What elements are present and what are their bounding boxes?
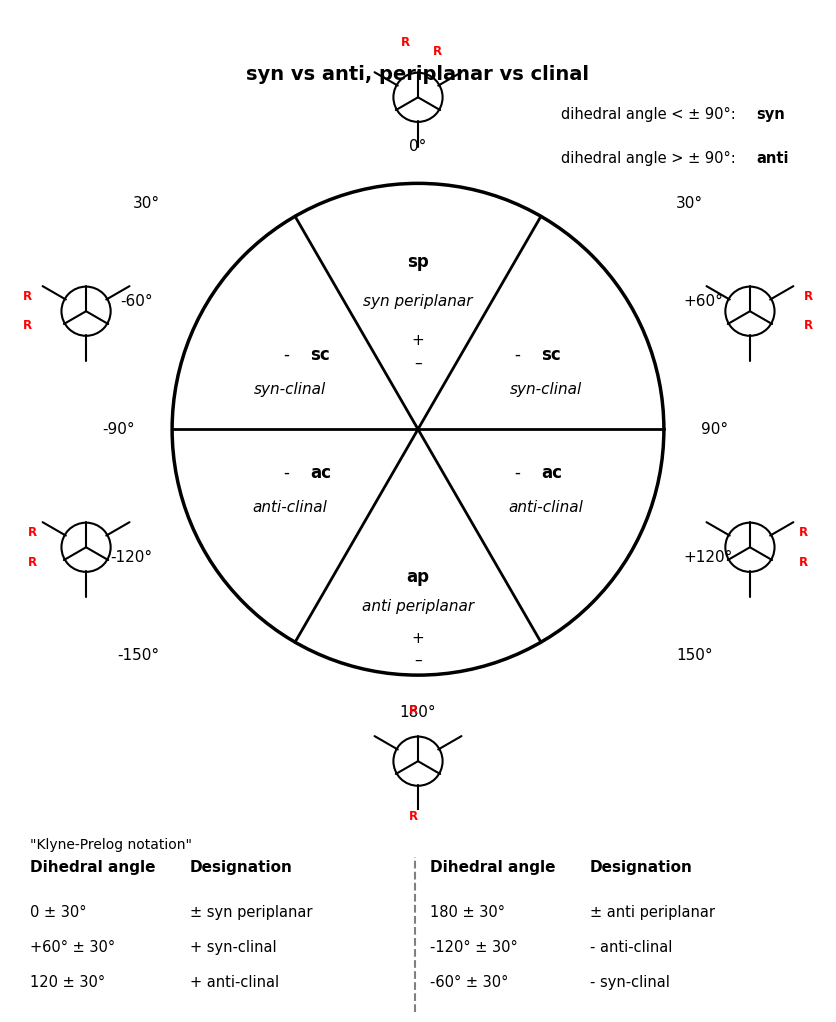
Text: syn-clinal: syn-clinal xyxy=(254,382,326,398)
Text: sc: sc xyxy=(310,346,329,365)
Text: R: R xyxy=(799,556,808,568)
Text: R: R xyxy=(28,556,37,568)
Text: 30°: 30° xyxy=(676,195,703,211)
Text: dihedral angle < ± 90°:: dihedral angle < ± 90°: xyxy=(561,107,740,122)
Text: 0°: 0° xyxy=(410,139,426,154)
Text: anti periplanar: anti periplanar xyxy=(362,599,474,614)
Text: 180 ± 30°: 180 ± 30° xyxy=(430,904,505,920)
Text: -150°: -150° xyxy=(118,648,160,663)
Text: R: R xyxy=(409,810,418,824)
Text: anti: anti xyxy=(756,151,788,167)
Text: anti-clinal: anti-clinal xyxy=(508,501,584,515)
Text: "Klyne-Prelog notation": "Klyne-Prelog notation" xyxy=(30,838,192,851)
Text: -: - xyxy=(515,464,526,482)
Text: –: – xyxy=(414,356,422,370)
Text: ± anti periplanar: ± anti periplanar xyxy=(590,904,715,920)
Text: + syn-clinal: + syn-clinal xyxy=(190,939,277,955)
Text: Designation: Designation xyxy=(190,860,293,875)
Text: syn: syn xyxy=(756,107,785,122)
Text: R: R xyxy=(401,37,410,49)
Text: +: + xyxy=(411,631,425,646)
Text: + anti-clinal: + anti-clinal xyxy=(190,975,279,989)
Text: -: - xyxy=(284,464,295,482)
Text: Dihedral angle: Dihedral angle xyxy=(30,860,155,875)
Text: +60°: +60° xyxy=(684,294,723,309)
Text: R: R xyxy=(799,526,808,539)
Text: R: R xyxy=(23,290,32,303)
Text: 30°: 30° xyxy=(133,195,160,211)
Text: syn vs anti, periplanar vs clinal: syn vs anti, periplanar vs clinal xyxy=(247,65,589,85)
Text: sp: sp xyxy=(407,253,429,271)
Text: –: – xyxy=(414,653,422,667)
Text: dihedral angle > ± 90°:: dihedral angle > ± 90°: xyxy=(561,151,740,167)
Text: +60° ± 30°: +60° ± 30° xyxy=(30,939,115,955)
Text: 120 ± 30°: 120 ± 30° xyxy=(30,975,105,989)
Text: ac: ac xyxy=(541,464,562,482)
Text: - syn-clinal: - syn-clinal xyxy=(590,975,670,989)
Text: ± syn periplanar: ± syn periplanar xyxy=(190,904,313,920)
Text: R: R xyxy=(409,704,418,716)
Text: +: + xyxy=(411,333,425,349)
Text: syn periplanar: syn periplanar xyxy=(364,294,472,309)
Text: R: R xyxy=(28,526,37,539)
Text: anti-clinal: anti-clinal xyxy=(252,501,328,515)
Text: R: R xyxy=(23,320,32,332)
Text: R: R xyxy=(804,320,813,332)
Text: -120° ± 30°: -120° ± 30° xyxy=(430,939,517,955)
Text: -90°: -90° xyxy=(103,422,135,436)
Text: ac: ac xyxy=(310,464,331,482)
Text: +120°: +120° xyxy=(684,550,733,564)
Text: 180°: 180° xyxy=(400,704,436,719)
Text: -60° ± 30°: -60° ± 30° xyxy=(430,975,508,989)
Text: 150°: 150° xyxy=(676,648,713,663)
Text: R: R xyxy=(804,290,813,303)
Text: 90°: 90° xyxy=(701,422,728,436)
Text: 0 ± 30°: 0 ± 30° xyxy=(30,904,86,920)
Text: R: R xyxy=(433,45,442,58)
Text: sc: sc xyxy=(541,346,561,365)
Text: ap: ap xyxy=(406,568,430,586)
Text: -60°: -60° xyxy=(120,294,152,309)
Text: Designation: Designation xyxy=(590,860,693,875)
Text: - anti-clinal: - anti-clinal xyxy=(590,939,672,955)
Text: -: - xyxy=(284,346,295,365)
Text: -: - xyxy=(515,346,526,365)
Text: syn-clinal: syn-clinal xyxy=(510,382,582,398)
Text: -120°: -120° xyxy=(110,550,152,564)
Text: Dihedral angle: Dihedral angle xyxy=(430,860,555,875)
